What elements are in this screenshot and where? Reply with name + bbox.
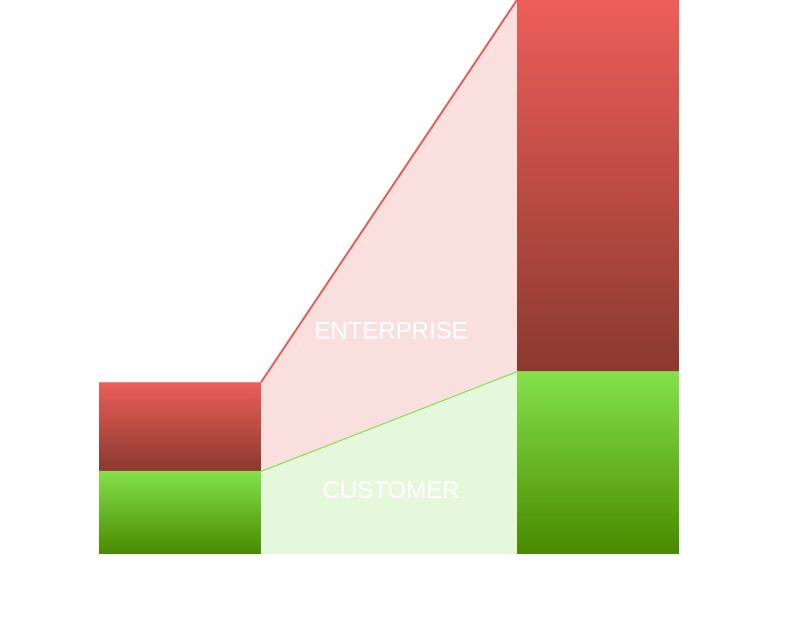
bar-1-customer [99, 470, 261, 554]
band-enterprise [261, 0, 517, 471]
labels-layer: CUSTOMER ENTERPRISE [314, 317, 467, 504]
band-customer [261, 371, 517, 554]
bars-layer [99, 0, 679, 554]
band-top-line-enterprise [260, 0, 518, 383]
bar-1-enterprise [99, 382, 261, 471]
band-label-enterprise: ENTERPRISE [314, 317, 467, 344]
band-label-customer: CUSTOMER [323, 477, 460, 504]
bands-layer [260, 0, 518, 554]
bar-2-enterprise [517, 0, 679, 372]
bar-2-customer [517, 371, 679, 554]
